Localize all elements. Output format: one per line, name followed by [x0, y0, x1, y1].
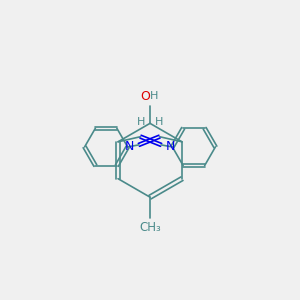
Text: O: O: [140, 90, 150, 103]
Text: H: H: [150, 91, 158, 101]
Text: N: N: [124, 140, 134, 153]
Text: H: H: [155, 118, 164, 128]
Text: CH₃: CH₃: [139, 221, 161, 234]
Text: H: H: [136, 118, 145, 128]
Text: N: N: [166, 140, 176, 153]
